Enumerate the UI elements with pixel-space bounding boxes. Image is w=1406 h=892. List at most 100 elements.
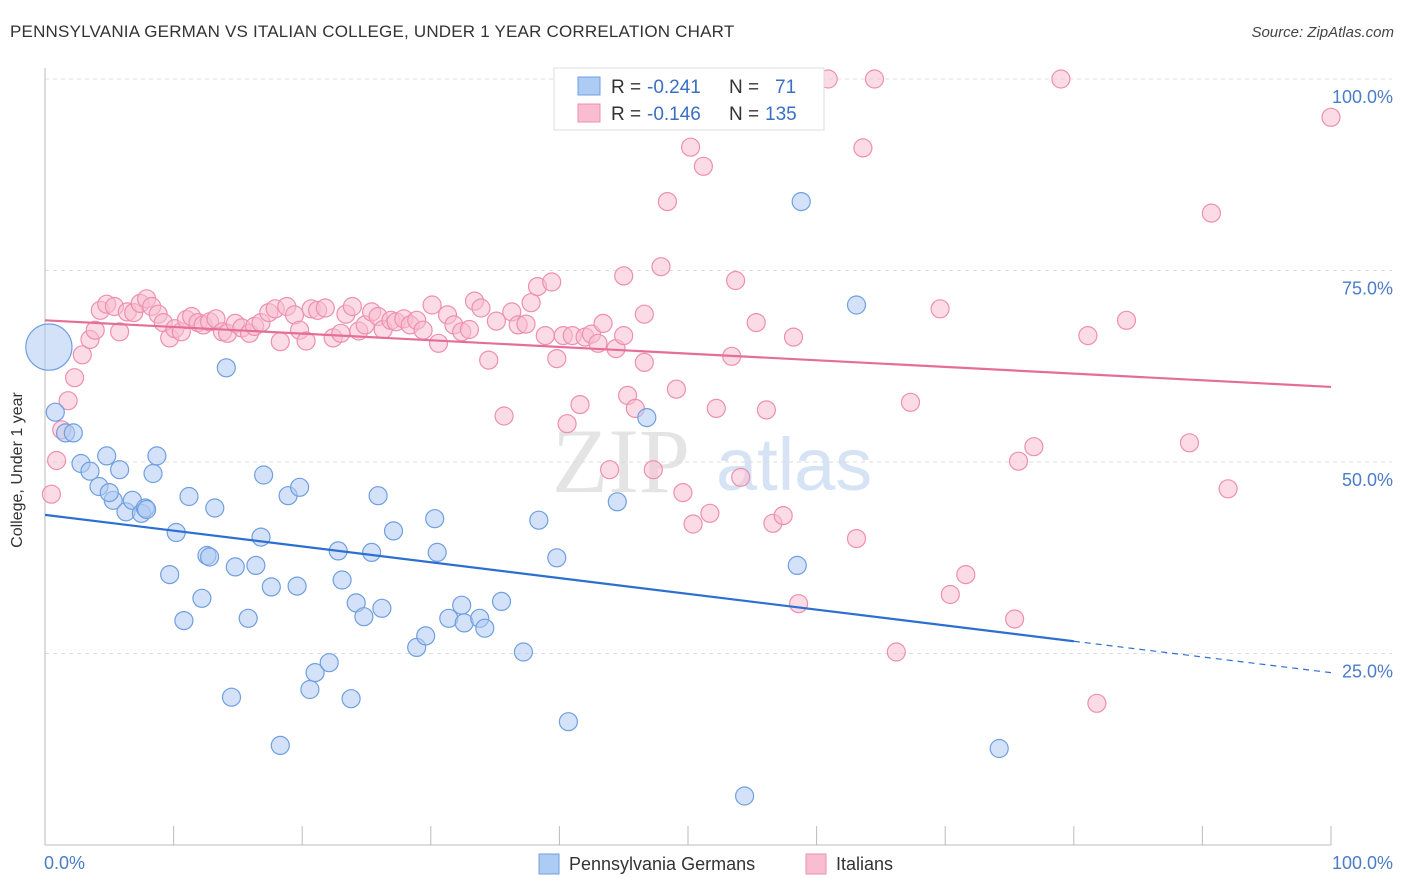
italians-point [85,320,105,340]
pennsylvania-germans-point [475,618,495,638]
italians-point [651,257,671,277]
legend-n-value-2: 135 [765,104,797,125]
italians-point [614,326,634,346]
legend-r-value-1: -0.241 [647,77,701,98]
italians-point [746,313,766,333]
italians-point [666,379,687,399]
pennsylvania-germans-point [205,498,225,518]
legend-n-value-1: 71 [775,77,796,98]
italians-point [725,270,746,291]
bottom-legend: Pennsylvania Germans Italians [538,853,893,875]
pennsylvania-germans-point [45,402,65,422]
italians-point [1321,107,1341,127]
legend-swatch-blue [577,76,601,96]
italians-point [58,391,78,411]
italians-point [459,319,479,340]
y-tick-label-75: 75.0% [1342,279,1393,299]
italians-point [900,392,921,412]
y-tick-label-25: 25.0% [1342,662,1393,682]
pennsylvania-germans-point [143,463,163,484]
pennsylvania-germans-point [261,577,281,597]
italians-point [643,460,663,480]
italians-point [494,406,514,426]
italians-point [956,564,976,585]
y-tick-label-100: 100.0% [1332,87,1393,107]
y-tick-label-50: 50.0% [1342,470,1393,490]
pennsylvania-germans-point [989,738,1009,759]
italians-point [673,483,693,503]
y-tick-labels: 25.0% 50.0% 75.0% 100.0% [1332,87,1393,682]
italians-point [1078,326,1098,346]
pennsylvania-germans-point [368,486,388,506]
pennsylvania-germans-point [290,477,310,497]
legend-n-label-1: N = [729,77,759,98]
source-label: Source: ZipAtlas.com [1251,24,1394,41]
pennsylvania-germans-point [341,689,361,709]
x-ticks [173,826,1332,845]
pennsylvania-germans-point [254,465,274,485]
italians-point [46,450,67,471]
italians-point [479,350,499,370]
italians-point [886,642,906,662]
italians-point [521,293,541,313]
pennsylvania-germans-point [221,687,242,707]
italians-point [1087,693,1107,713]
pennsylvania-germans-trend-line [44,513,1074,643]
pennsylvania-germans-point [216,358,236,378]
pennsylvania-germans-point [332,570,352,590]
legend-swatch-pink [577,103,601,123]
legend-n-label-2: N = [729,104,759,125]
watermark: ZIP atlas [552,410,872,512]
italians-point [1116,310,1137,330]
x-tick-label-max: 100.0% [1332,853,1393,873]
pennsylvania-germans-point [99,483,119,503]
italians-point [41,484,62,504]
pennsylvania-germans-point [192,588,212,608]
italians-point [547,349,567,369]
pennsylvania-germans-point [174,610,194,631]
pennsylvania-germans-point [251,527,271,547]
italians-point [342,296,362,317]
italians-point [315,298,335,318]
italians-point [1201,203,1222,223]
legend-r-label-1: R = [611,77,641,98]
italians-point [693,156,714,176]
pennsylvania-germans-point [200,547,220,567]
pennsylvania-germans-point [63,423,83,443]
legend: R = -0.241 N = 71 R = -0.146 N = 135 [553,67,825,131]
italians-point [783,327,804,347]
pennsylvania-germans-point [300,679,320,700]
pennsylvania-germans-point [109,460,130,480]
legend-r-label-2: R = [611,104,641,125]
italians-point [731,467,751,487]
x-tick-label-min: 0.0% [44,853,85,873]
italians-point [773,505,793,526]
italians-point [864,69,885,89]
italians-point [788,594,809,614]
italians-point [486,311,506,331]
italians-point [1218,479,1238,499]
italians-point [700,503,720,523]
pennsylvania-germans-point [287,576,307,596]
pennsylvania-germans-point [270,735,290,756]
pennsylvania-germans-point [354,607,374,627]
pennsylvania-germans-point [179,486,199,507]
italians-point [634,304,654,324]
pennsylvania-germans-point [607,492,627,512]
pennsylvania-germans-point [246,555,266,576]
italians-point [593,313,613,333]
pennsylvania-germans-point [238,608,258,628]
italians-point [1004,609,1025,629]
watermark-atlas: atlas [716,423,872,506]
italians-point [422,295,442,315]
italians-point [1051,69,1071,89]
italians-point [1008,451,1029,471]
italians-point [72,345,92,365]
italians-point [270,332,290,352]
pennsylvania-germans-point [362,542,382,563]
italians-point [1179,433,1200,453]
pennsylvania-germans-point [80,461,100,481]
italians-point [853,138,873,158]
italians-point [940,584,960,605]
